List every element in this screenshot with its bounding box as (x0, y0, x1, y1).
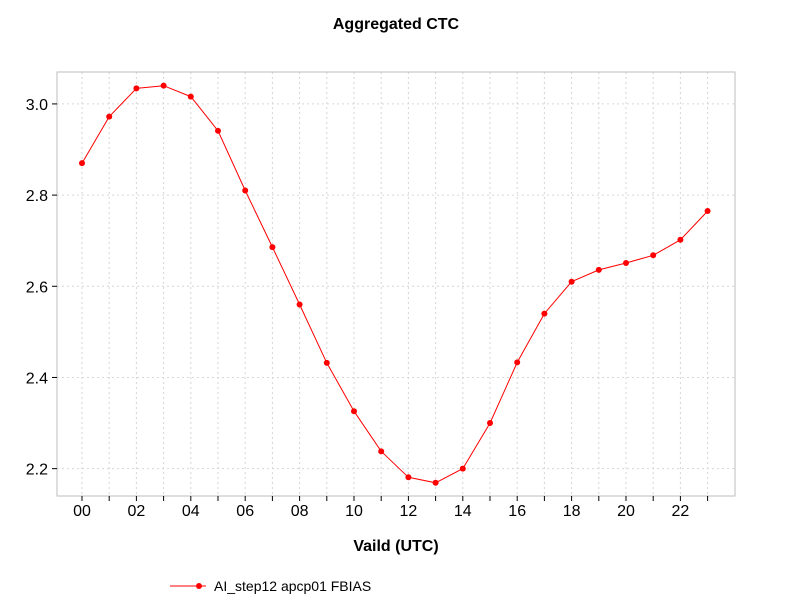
data-point (106, 113, 113, 120)
x-tick-label: 04 (182, 503, 200, 520)
x-axis-ticks: 00 02 04 06 08 10 12 14 16 18 20 22 (73, 496, 709, 520)
data-point (378, 448, 385, 455)
x-tick-label: 16 (508, 503, 526, 520)
x-axis-label: Vaild (UTC) (353, 538, 438, 555)
x-tick-label: 10 (345, 503, 363, 520)
y-tick-label: 2.8 (26, 188, 48, 205)
data-point (568, 278, 575, 285)
x-tick-label: 06 (236, 503, 254, 520)
data-point (187, 93, 194, 100)
legend-marker-swatch (196, 583, 202, 589)
data-point (623, 260, 629, 267)
data-point (677, 236, 684, 243)
x-tick-label: 20 (617, 503, 635, 520)
chart-title: Aggregated CTC (333, 16, 460, 33)
data-point (432, 479, 439, 486)
x-tick-label: 22 (672, 503, 690, 520)
data-point (160, 82, 167, 89)
y-tick-label: 2.2 (26, 462, 48, 479)
legend-entry-label: AI_step12 apcp01 FBIAS (214, 578, 371, 594)
data-point (296, 301, 303, 308)
grid-layer (57, 72, 735, 496)
data-point (514, 359, 521, 366)
x-tick-label: 08 (291, 503, 309, 520)
data-point (79, 160, 85, 167)
data-point (215, 127, 221, 134)
data-point (351, 408, 357, 415)
x-tick-label: 12 (400, 503, 418, 520)
data-point (242, 187, 249, 194)
x-tick-label: 18 (563, 503, 581, 520)
y-axis-ticks: 2.2 2.4 2.6 2.8 3.0 (26, 97, 57, 479)
series-line (81, 85, 708, 484)
data-point (133, 85, 140, 92)
x-tick-label: 00 (73, 503, 91, 520)
y-tick-label: 2.6 (26, 279, 48, 296)
y-tick-label: 3.0 (26, 97, 48, 114)
data-point (323, 359, 330, 366)
data-point (459, 465, 466, 472)
x-tick-label: 14 (454, 503, 472, 520)
data-point (704, 208, 711, 215)
y-tick-label: 2.4 (26, 370, 48, 387)
plot-frame (56, 71, 736, 497)
data-point (487, 420, 493, 427)
series-layer (79, 82, 711, 486)
data-point (269, 244, 276, 251)
data-point (650, 252, 657, 259)
legend: AI_step12 apcp01 FBIAS (170, 578, 371, 594)
data-point (541, 310, 548, 317)
data-point (405, 474, 412, 481)
data-point (595, 266, 602, 273)
x-tick-label: 02 (128, 503, 146, 520)
